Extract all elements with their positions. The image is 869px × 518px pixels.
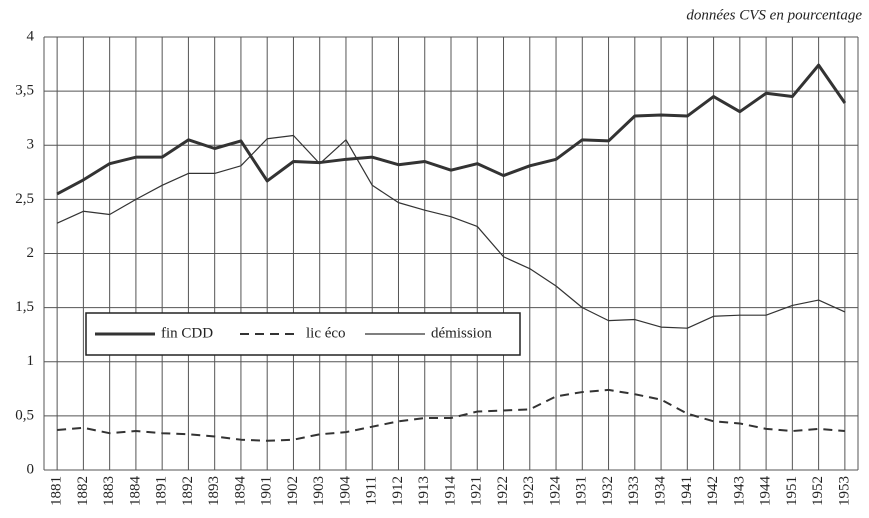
x-tick-label: 1902 bbox=[285, 476, 301, 506]
legend-label: fin CDD bbox=[161, 325, 213, 341]
x-tick-label: 1891 bbox=[154, 476, 170, 506]
x-tick-label: 1941 bbox=[679, 476, 695, 506]
x-tick-label: 1942 bbox=[705, 476, 721, 506]
y-tick-label: 2,5 bbox=[15, 191, 34, 207]
x-tick-label: 1892 bbox=[180, 476, 196, 506]
x-tick-label: 1882 bbox=[75, 476, 91, 506]
legend-label: lic éco bbox=[306, 325, 346, 341]
x-tick-label: 1894 bbox=[232, 476, 248, 507]
x-tick-label: 1923 bbox=[521, 476, 537, 506]
x-tick-label: 1924 bbox=[547, 476, 563, 507]
x-tick-label: 1922 bbox=[495, 476, 511, 506]
x-tick-label: 1893 bbox=[206, 476, 222, 506]
x-tick-label: 1912 bbox=[390, 476, 406, 506]
x-tick-label: 1952 bbox=[810, 476, 826, 506]
y-tick-label: 1 bbox=[27, 353, 35, 369]
x-tick-label: 1903 bbox=[311, 476, 327, 506]
x-tick-label: 1904 bbox=[337, 476, 353, 507]
y-tick-label: 4 bbox=[27, 28, 35, 44]
x-tick-label: 1931 bbox=[574, 476, 590, 506]
y-tick-label: 3 bbox=[27, 137, 35, 153]
x-tick-label: 1884 bbox=[127, 476, 143, 507]
x-tick-label: 1914 bbox=[442, 476, 458, 507]
y-tick-label: 1,5 bbox=[15, 299, 34, 315]
x-tick-label: 1901 bbox=[259, 476, 275, 506]
x-tick-label: 1944 bbox=[758, 476, 774, 507]
x-tick-label: 1932 bbox=[600, 476, 616, 506]
x-tick-label: 1883 bbox=[101, 476, 117, 506]
y-tick-label: 2 bbox=[27, 245, 35, 261]
x-tick-label: 1881 bbox=[49, 476, 65, 506]
annotation: données CVS en pourcentage bbox=[686, 7, 862, 23]
y-tick-label: 0,5 bbox=[15, 407, 34, 423]
series-line bbox=[56, 63, 847, 196]
x-tick-label: 1913 bbox=[416, 476, 432, 506]
x-tick-label: 1933 bbox=[626, 476, 642, 506]
series-line bbox=[57, 388, 845, 442]
y-tick-label: 0 bbox=[27, 461, 35, 477]
x-tick-label: 1951 bbox=[784, 476, 800, 506]
x-tick-label: 1911 bbox=[364, 476, 380, 505]
x-tick-label: 1921 bbox=[469, 476, 485, 506]
x-tick-label: 1934 bbox=[653, 476, 669, 507]
series-line bbox=[56, 134, 846, 329]
y-tick-label: 3,5 bbox=[15, 83, 34, 99]
legend-box bbox=[85, 312, 521, 356]
x-tick-label: 1943 bbox=[731, 476, 747, 506]
legend-label: démission bbox=[431, 325, 492, 341]
x-tick-label: 1953 bbox=[836, 476, 852, 506]
